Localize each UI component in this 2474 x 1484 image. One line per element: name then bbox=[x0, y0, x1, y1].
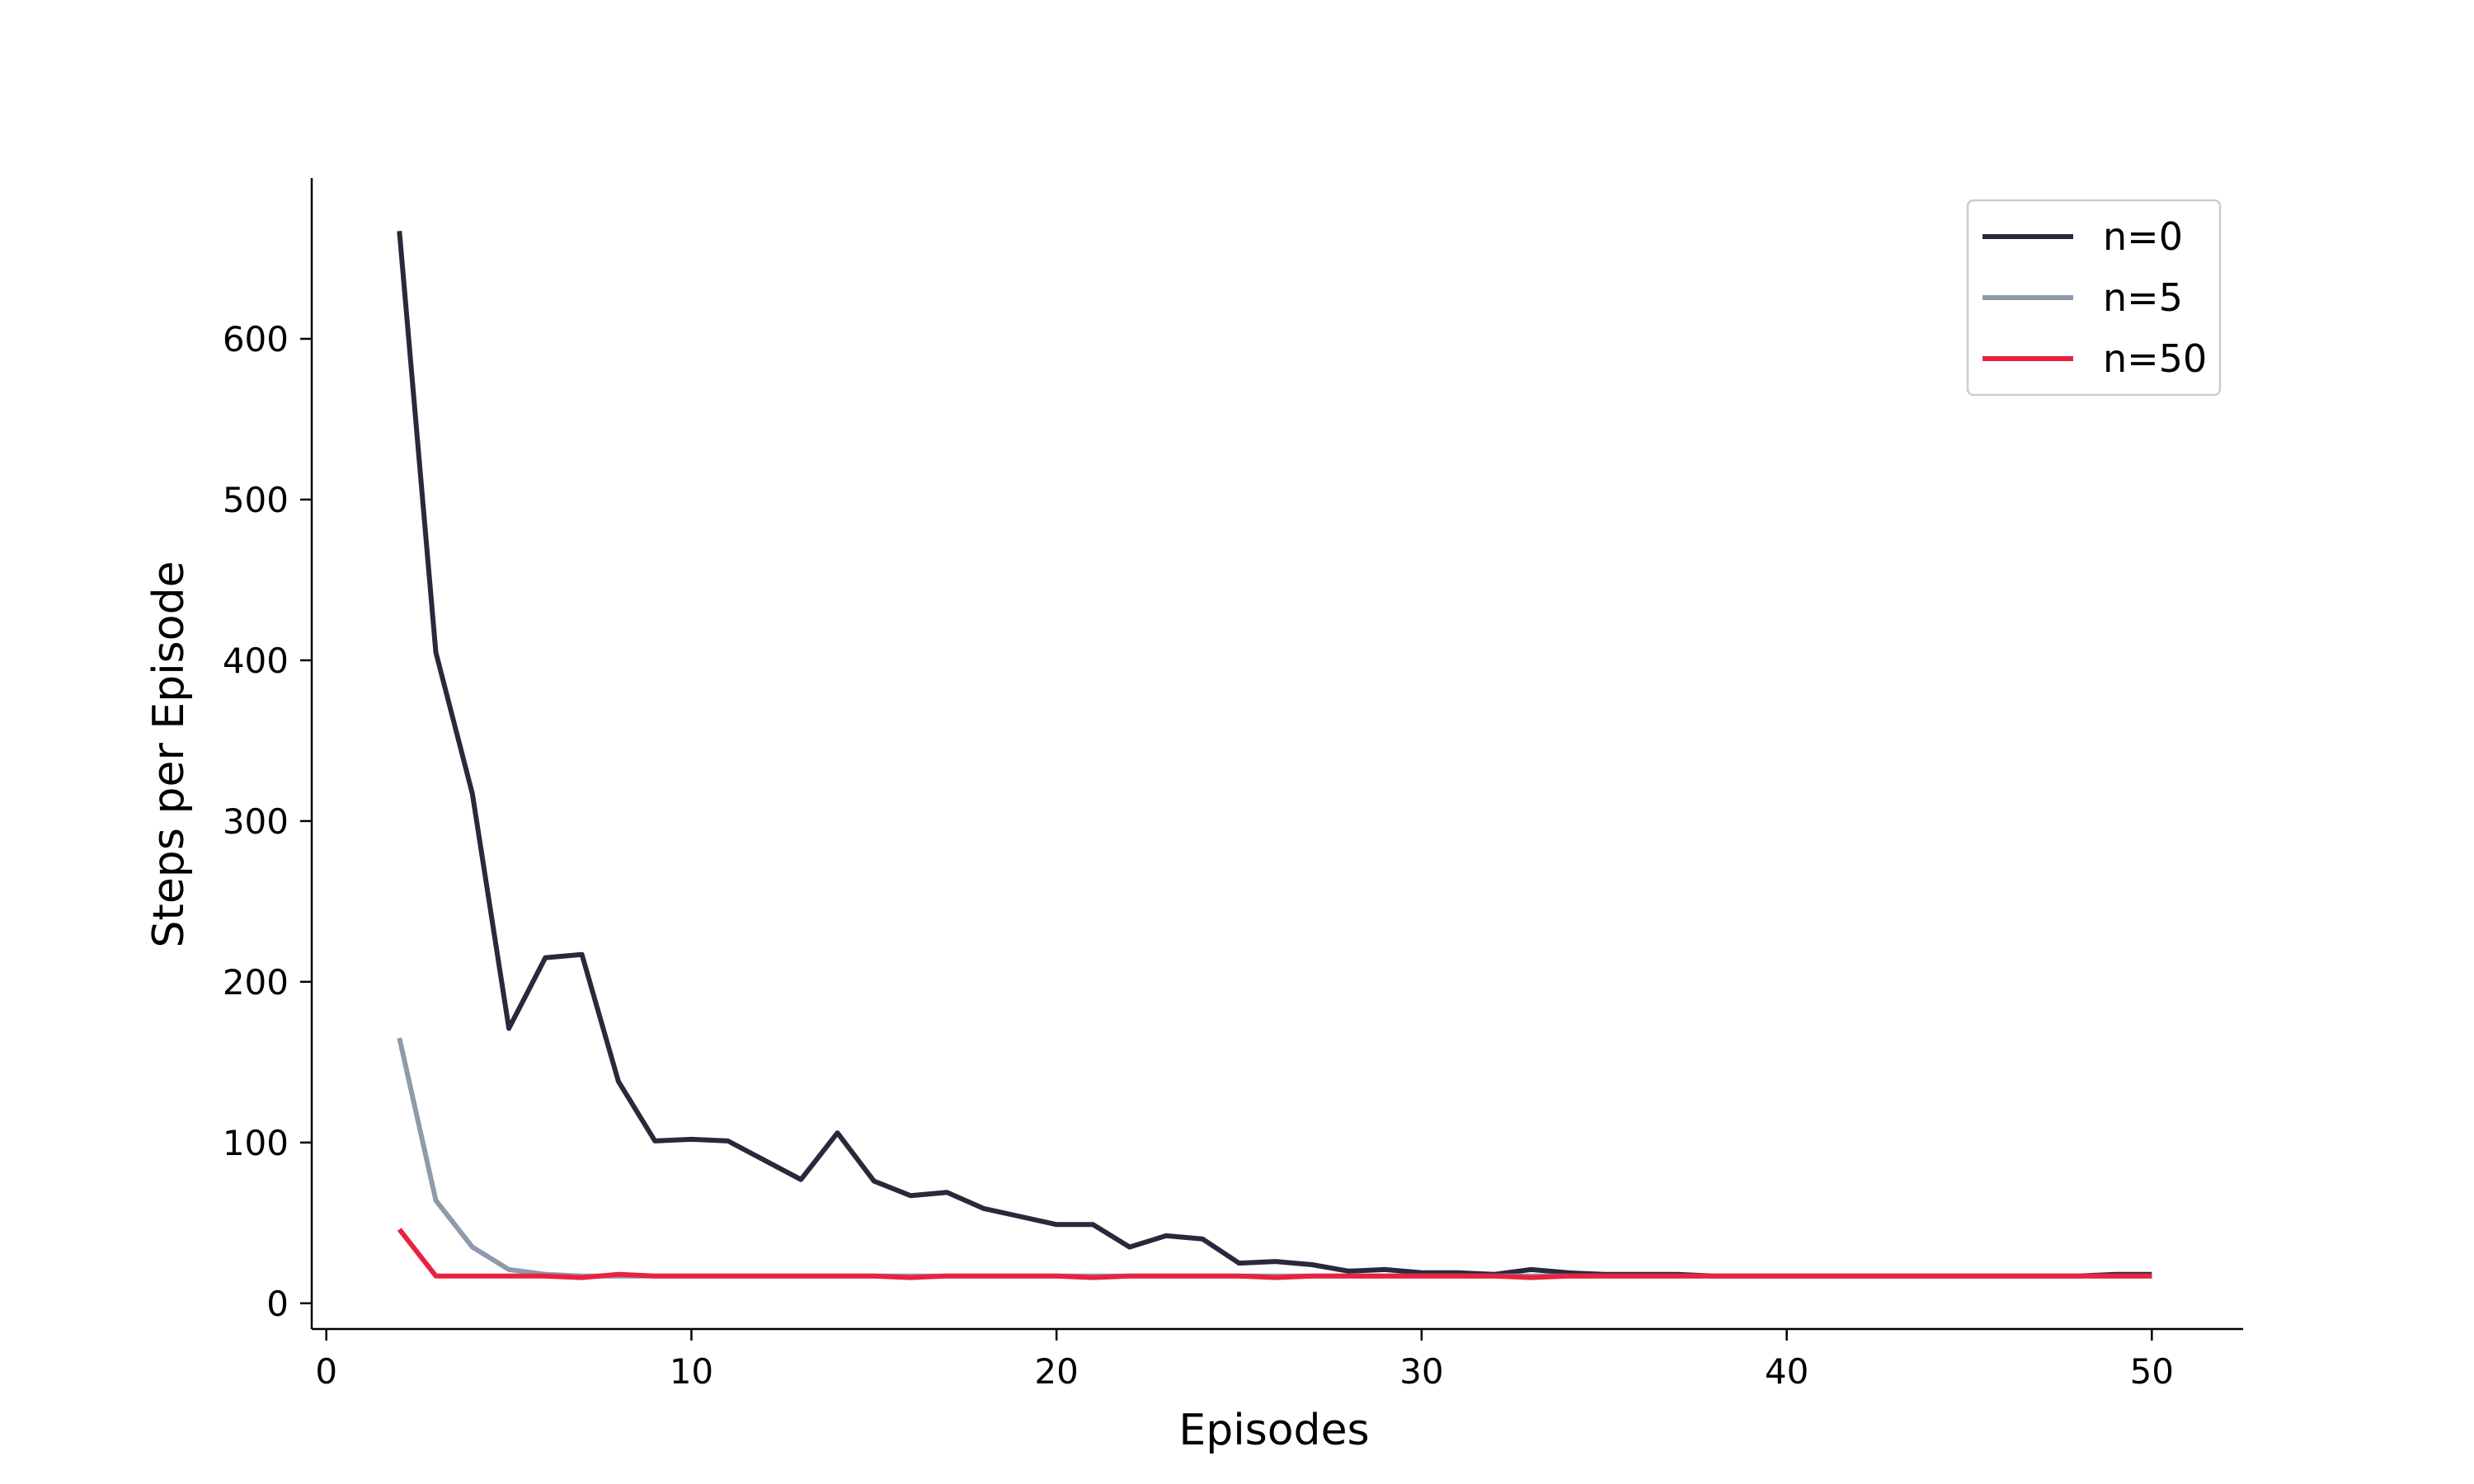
y-tick-label: 500 bbox=[223, 480, 289, 520]
x-axis-title: Episodes bbox=[1178, 1406, 1369, 1455]
x-tick-label: 20 bbox=[1034, 1351, 1078, 1392]
legend-box bbox=[1966, 199, 2222, 397]
x-tick-label: 30 bbox=[1399, 1351, 1443, 1392]
series-line-1 bbox=[397, 231, 2152, 1279]
y-tick-label: 400 bbox=[223, 641, 289, 681]
y-tick-label: 200 bbox=[223, 962, 289, 1003]
legend-label-1: n=0 bbox=[2103, 214, 2183, 259]
x-tick-label: 40 bbox=[1765, 1351, 1808, 1392]
x-tick-label: 0 bbox=[315, 1351, 337, 1392]
legend-label-2: n=5 bbox=[2103, 275, 2183, 320]
series-line-3 bbox=[397, 1228, 2152, 1280]
x-tick-label: 10 bbox=[670, 1351, 713, 1392]
series-line-2 bbox=[397, 1037, 2152, 1279]
y-tick-label: 0 bbox=[266, 1284, 289, 1324]
x-tick-label: 50 bbox=[2130, 1351, 2174, 1392]
y-tick-label: 300 bbox=[223, 801, 289, 842]
series-lines bbox=[397, 231, 2152, 1280]
legend: n=0 n=5 n=50 bbox=[1966, 199, 2222, 397]
y-axis-title: Steps per Episode bbox=[144, 561, 194, 947]
legend-label-3: n=50 bbox=[2103, 336, 2207, 381]
y-tick-label: 600 bbox=[223, 319, 289, 359]
y-tick-label: 100 bbox=[223, 1123, 289, 1163]
